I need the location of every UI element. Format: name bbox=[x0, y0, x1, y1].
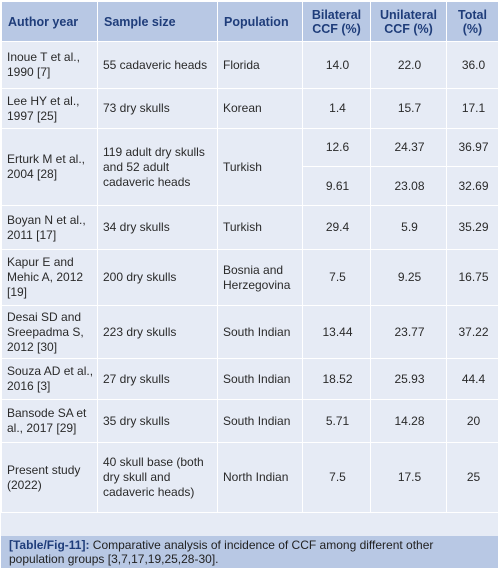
cell-total: 17.1 bbox=[446, 88, 499, 129]
table-row: Inoue T et al., 1990 [7] 55 cadaveric he… bbox=[1, 41, 499, 89]
cell-population: Florida bbox=[217, 41, 303, 89]
header-author-year: Author year bbox=[1, 1, 98, 42]
cell-population: Korean bbox=[217, 88, 303, 129]
table-row: Erturk M et al., 2004 [28] 119 adult dry… bbox=[1, 128, 499, 206]
cell-population: South Indian bbox=[217, 305, 303, 359]
cell-population: Bosnia and Herzegovina bbox=[217, 249, 303, 306]
cell-bilateral: 1.4 bbox=[302, 88, 371, 129]
ccf-comparison-table: Author year Sample size Population Bilat… bbox=[1, 1, 499, 513]
cell-author: Kapur E and Mehic A, 2012 [19] bbox=[1, 249, 98, 306]
cell-population: South Indian bbox=[217, 399, 303, 443]
cell-sample: 40 skull base (both dry skull and cadave… bbox=[97, 442, 218, 513]
cell-total: 37.22 bbox=[446, 305, 499, 359]
cell-author: Bansode SA et al., 2017 [29] bbox=[1, 399, 98, 443]
cell-unilateral: 24.37 bbox=[370, 128, 447, 167]
table-caption: [Table/Fig-11]: Comparative analysis of … bbox=[1, 536, 498, 568]
cell-bilateral: 14.0 bbox=[302, 41, 371, 89]
cell-bilateral: 29.4 bbox=[302, 205, 371, 250]
cell-bilateral: 9.61 bbox=[302, 166, 371, 206]
cell-author: Desai SD and Sreepadma S, 2012 [30] bbox=[1, 305, 98, 359]
cell-sample: 200 dry skulls bbox=[97, 249, 218, 306]
table-row: Desai SD and Sreepadma S, 2012 [30] 223 … bbox=[1, 305, 499, 359]
cell-population: Turkish bbox=[217, 128, 303, 206]
cell-population: North Indian bbox=[217, 442, 303, 513]
cell-sample: 55 cadaveric heads bbox=[97, 41, 218, 89]
cell-unilateral: 14.28 bbox=[370, 399, 447, 443]
caption-label: [Table/Fig-11]: bbox=[9, 538, 90, 552]
cell-total: 35.29 bbox=[446, 205, 499, 250]
cell-author: Lee HY et al., 1997 [25] bbox=[1, 88, 98, 129]
cell-unilateral: 22.0 bbox=[370, 41, 447, 89]
cell-total: 16.75 bbox=[446, 249, 499, 306]
cell-total: 20 bbox=[446, 399, 499, 443]
cell-author: Erturk M et al., 2004 [28] bbox=[1, 128, 98, 206]
header-unilateral-ccf: Unilateral CCF (%) bbox=[370, 1, 447, 42]
cell-bilateral: 12.6 bbox=[302, 128, 371, 167]
table-row: Bansode SA et al., 2017 [29] 35 dry skul… bbox=[1, 399, 499, 443]
table-row: Souza AD et al., 2016 [3] 27 dry skulls … bbox=[1, 358, 499, 400]
table-row: Lee HY et al., 1997 [25] 73 dry skulls K… bbox=[1, 88, 499, 129]
cell-unilateral: 9.25 bbox=[370, 249, 447, 306]
table-row: Kapur E and Mehic A, 2012 [19] 200 dry s… bbox=[1, 249, 499, 306]
cell-bilateral: 7.5 bbox=[302, 249, 371, 306]
cell-bilateral: 7.5 bbox=[302, 442, 371, 513]
cell-unilateral: 15.7 bbox=[370, 88, 447, 129]
cell-sample: 35 dry skulls bbox=[97, 399, 218, 443]
header-total: Total (%) bbox=[446, 1, 499, 42]
cell-total: 36.97 bbox=[446, 128, 499, 167]
cell-population: South Indian bbox=[217, 358, 303, 400]
cell-bilateral: 5.71 bbox=[302, 399, 371, 443]
cell-sample: 73 dry skulls bbox=[97, 88, 218, 129]
cell-total: 25 bbox=[446, 442, 499, 513]
cell-sample: 119 adult dry skulls and 52 adult cadave… bbox=[97, 128, 218, 206]
table-header-row: Author year Sample size Population Bilat… bbox=[1, 1, 499, 42]
cell-author: Souza AD et al., 2016 [3] bbox=[1, 358, 98, 400]
cell-unilateral: 23.77 bbox=[370, 305, 447, 359]
table-row: Present study (2022) 40 skull base (both… bbox=[1, 442, 499, 513]
cell-population: Turkish bbox=[217, 205, 303, 250]
cell-unilateral: 5.9 bbox=[370, 205, 447, 250]
cell-sample: 27 dry skulls bbox=[97, 358, 218, 400]
header-population: Population bbox=[217, 1, 303, 42]
header-sample-size: Sample size bbox=[97, 1, 218, 42]
cell-unilateral: 25.93 bbox=[370, 358, 447, 400]
cell-bilateral: 13.44 bbox=[302, 305, 371, 359]
cell-author: Inoue T et al., 1990 [7] bbox=[1, 41, 98, 89]
caption-text: Comparative analysis of incidence of CCF… bbox=[9, 538, 434, 566]
cell-bilateral: 18.52 bbox=[302, 358, 371, 400]
cell-author: Present study (2022) bbox=[1, 442, 98, 513]
cell-sample: 34 dry skulls bbox=[97, 205, 218, 250]
cell-author: Boyan N et al., 2011 [17] bbox=[1, 205, 98, 250]
cell-sample: 223 dry skulls bbox=[97, 305, 218, 359]
table-row: Boyan N et al., 2011 [17] 34 dry skulls … bbox=[1, 205, 499, 250]
cell-total: 32.69 bbox=[446, 166, 499, 206]
cell-unilateral: 17.5 bbox=[370, 442, 447, 513]
header-bilateral-ccf: Bilateral CCF (%) bbox=[302, 1, 371, 42]
cell-total: 44.4 bbox=[446, 358, 499, 400]
cell-total: 36.0 bbox=[446, 41, 499, 89]
cell-unilateral: 23.08 bbox=[370, 166, 447, 206]
table-row-continued: 9.61 23.08 32.69 bbox=[2, 166, 499, 206]
